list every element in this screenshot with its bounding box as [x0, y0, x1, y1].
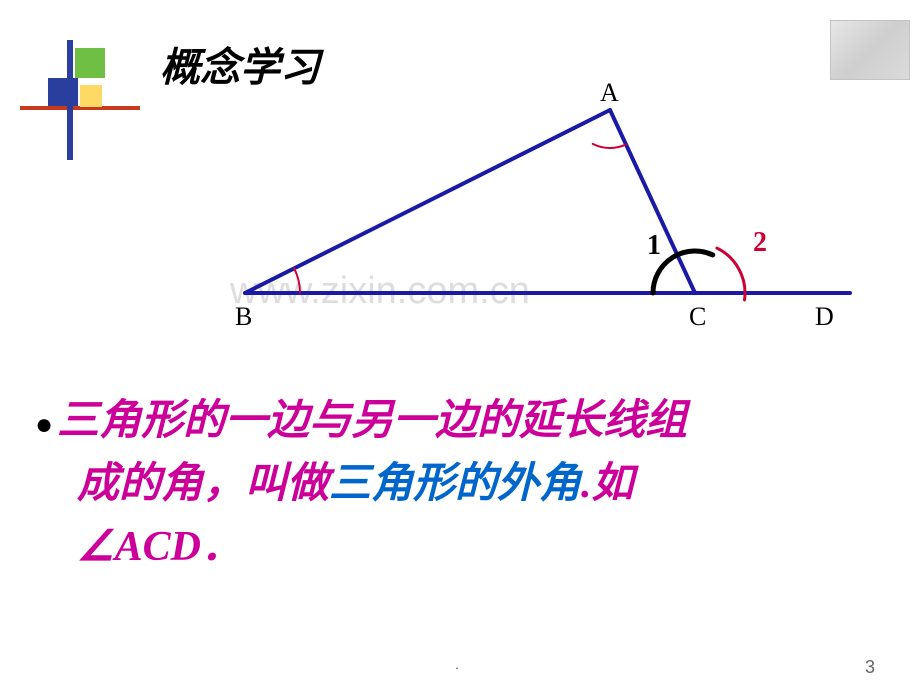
def-line3: ∠ACD．: [77, 524, 243, 570]
definition-text: ●三角形的一边与另一边的延长线组 成的角，叫做三角形的外角.如 ∠ACD．: [35, 390, 895, 579]
def-term: 三角形的外角: [329, 461, 581, 507]
triangle-diagram: A B C D 1 2: [150, 80, 870, 360]
def-line1: 三角形的一边与另一边的延长线组: [57, 398, 687, 444]
slide-logo: [20, 30, 140, 160]
def-line2b: .如: [581, 461, 634, 507]
bullet-icon: ●: [35, 402, 53, 447]
angle-label-2: 2: [753, 227, 767, 259]
page-dot: .: [455, 656, 459, 672]
angle-label-1: 1: [647, 230, 661, 262]
corner-image: [830, 20, 910, 80]
vertex-label-A: A: [600, 78, 619, 108]
page-number: 3: [865, 657, 875, 678]
def-line2a: 成的角，叫做: [77, 461, 329, 507]
vertex-label-C: C: [689, 302, 706, 332]
vertex-label-B: B: [235, 302, 252, 332]
vertex-label-D: D: [815, 302, 834, 332]
